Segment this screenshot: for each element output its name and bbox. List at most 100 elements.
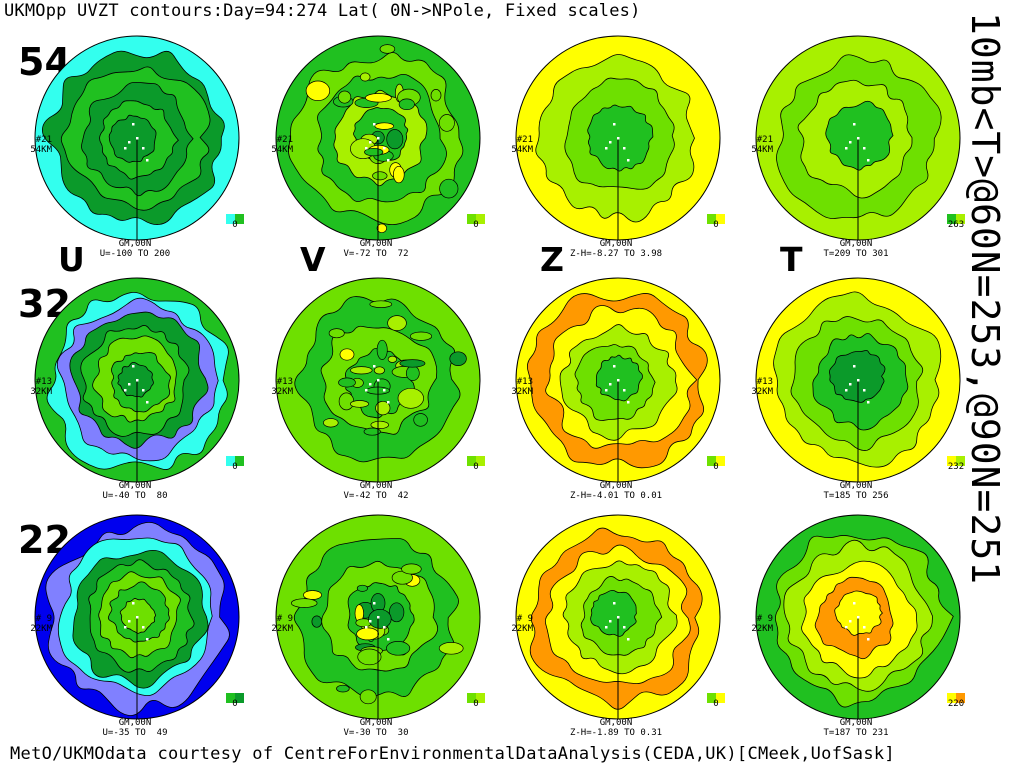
level-height: 32KM [751, 387, 773, 397]
contour-cell [349, 400, 370, 408]
polar-contour-map [34, 277, 240, 483]
contour-band [117, 361, 154, 398]
contour-cell [405, 365, 420, 381]
contour-cell [386, 641, 411, 656]
station-marker [617, 616, 620, 619]
color-legend [226, 451, 246, 466]
legend-swatch [226, 214, 235, 224]
station-marker [124, 389, 127, 392]
meridian-label: GM,00N [118, 718, 152, 728]
value-range-label: U=-35 TO 49 [102, 728, 168, 738]
polar-contour-map [515, 514, 721, 720]
column-label-z: Z [540, 240, 564, 279]
contour-cell [338, 377, 356, 388]
station-marker [132, 123, 135, 126]
value-range-label: T=185 TO 256 [823, 491, 889, 501]
station-marker [365, 626, 368, 629]
level-number: # 9 [516, 614, 533, 624]
legend-swatch [467, 456, 476, 466]
station-marker [124, 147, 127, 150]
value-range-label: V=-42 TO 42 [343, 491, 409, 501]
contour-cell [376, 339, 388, 360]
station-marker [867, 401, 870, 404]
station-marker [605, 147, 608, 150]
legend-value: 0 [473, 220, 479, 230]
legend-swatch [476, 693, 485, 703]
legend-swatch [467, 214, 476, 224]
meridian-label: GM,00N [599, 239, 633, 249]
legend-value: 0 [232, 699, 238, 709]
legend-swatch [716, 456, 725, 466]
column-label-u: U [58, 240, 85, 279]
station-marker [605, 389, 608, 392]
color-legend [226, 688, 246, 703]
contour-band [587, 104, 654, 172]
legend-value: 0 [473, 699, 479, 709]
map-panel-t54: #21 54KM 263 GM,00N T=209 TO 301 [751, 33, 1001, 278]
station-marker [369, 383, 372, 386]
station-marker [845, 389, 848, 392]
station-marker [863, 147, 866, 150]
legend-value: 0 [473, 462, 479, 472]
contour-band [119, 598, 157, 634]
contour-cell [365, 93, 392, 103]
contour-cell [373, 366, 385, 375]
legend-swatch [235, 693, 244, 703]
color-legend [707, 209, 727, 224]
contour-cell [356, 627, 379, 641]
level-number: # 9 [35, 614, 52, 624]
contour-band [595, 354, 643, 402]
value-range-label: U=-100 TO 200 [99, 249, 171, 259]
contour-cell [374, 122, 395, 130]
meridian-label: GM,00N [599, 718, 633, 728]
level-label: # 9 22KM [509, 614, 533, 634]
station-marker [623, 626, 626, 629]
value-range-label: T=209 TO 301 [823, 249, 889, 259]
contour-cell [290, 598, 318, 608]
station-marker [369, 141, 372, 144]
contour-cell [323, 418, 339, 428]
meridian-label: GM,00N [839, 481, 873, 491]
station-marker [609, 383, 612, 386]
map-panel-t32: #13 32KM 232 GM,00N T=185 TO 256 [751, 275, 1001, 520]
contour-cell [357, 648, 382, 666]
contour-band [108, 114, 157, 163]
level-number: #21 [756, 135, 773, 145]
level-height: 54KM [271, 145, 293, 155]
contour-cell [311, 615, 323, 628]
contour-cell [397, 387, 424, 409]
meridian-label: GM,00N [839, 718, 873, 728]
legend-value: 263 [947, 220, 965, 230]
station-marker [383, 147, 386, 150]
legend-swatch [947, 214, 956, 224]
contour-cell [379, 44, 396, 54]
legend-swatch [707, 693, 716, 703]
station-marker [132, 365, 135, 368]
contour-band [825, 100, 894, 171]
contour-cell [339, 348, 355, 361]
station-marker [627, 401, 630, 404]
legend-swatch [716, 693, 725, 703]
map-panel-v32: #13 32KM 0 GM,00N V=-42 TO 42 [271, 275, 521, 520]
station-marker [128, 141, 131, 144]
legend-swatch [947, 456, 956, 466]
meridian-label: GM,00N [359, 481, 393, 491]
station-marker [369, 620, 372, 623]
map-panel-z22: # 9 22KM 0 GM,00N Z-H=-1.89 TO 0.31 [511, 512, 761, 757]
contour-cell [338, 392, 355, 411]
level-label: #21 54KM [269, 135, 293, 155]
level-label: #21 54KM [28, 135, 52, 155]
level-height: 32KM [30, 387, 52, 397]
legend-swatch [467, 693, 476, 703]
station-marker [387, 159, 390, 162]
legend-swatch [707, 214, 716, 224]
contour-cell [370, 420, 390, 429]
color-legend [226, 209, 246, 224]
contour-cell [328, 328, 345, 339]
meridian-label: GM,00N [359, 239, 393, 249]
level-height: 22KM [271, 624, 293, 634]
contour-cell [430, 89, 442, 102]
contour-cell [387, 355, 398, 363]
contour-band [834, 590, 883, 636]
